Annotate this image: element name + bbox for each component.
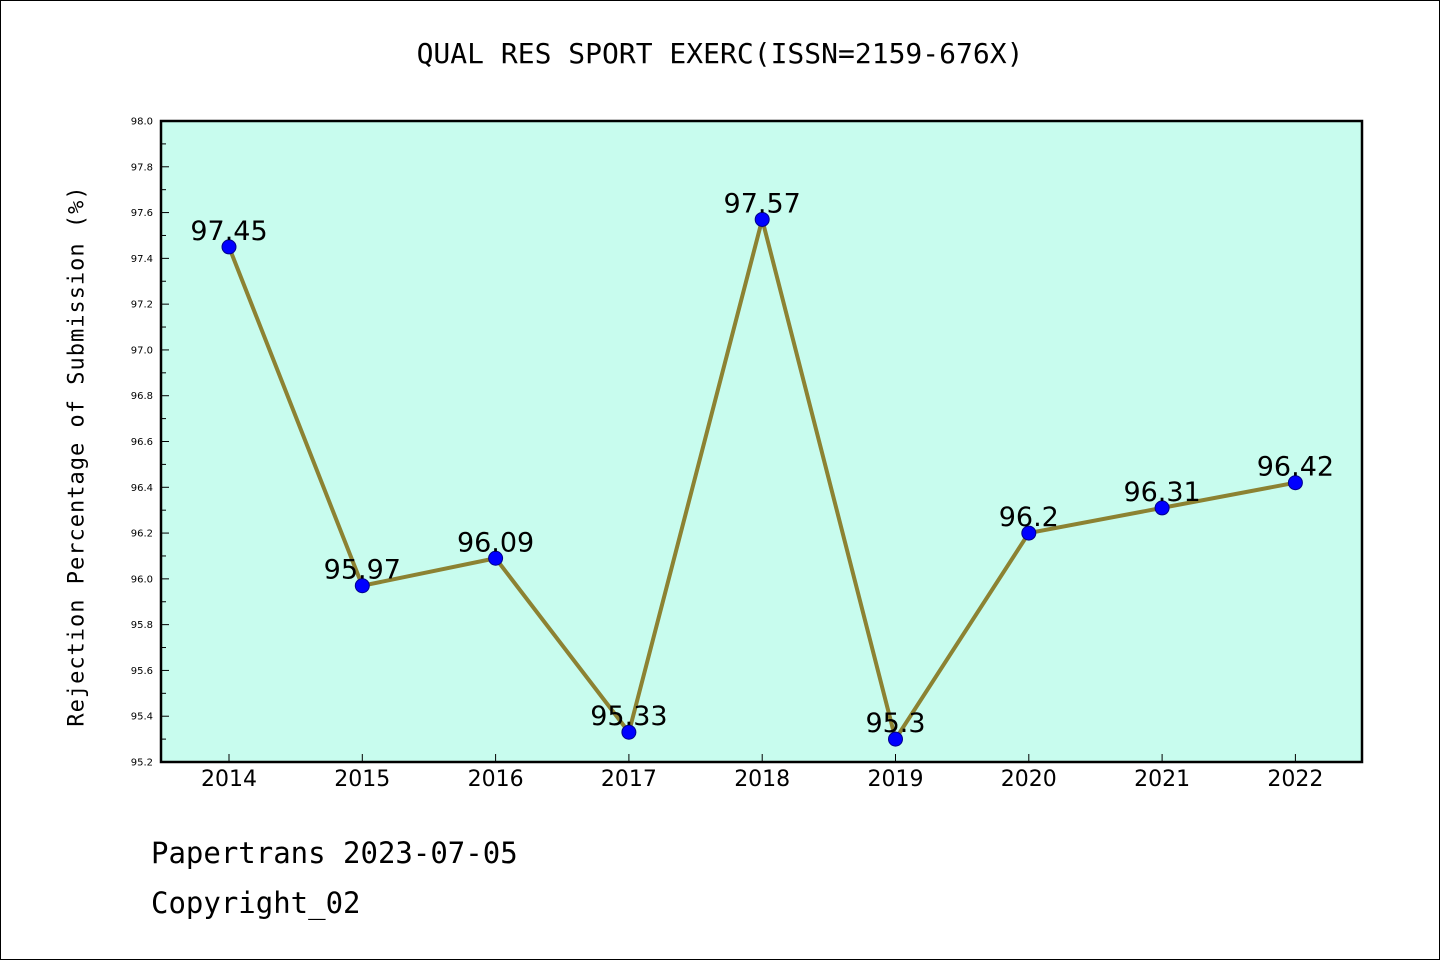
y-tick-label: 97.8 bbox=[131, 162, 153, 173]
data-label: 95.3 bbox=[865, 708, 925, 739]
data-point bbox=[488, 550, 504, 566]
x-tick-label: 2017 bbox=[601, 767, 657, 792]
data-point bbox=[888, 731, 903, 747]
y-tick-label: 97.4 bbox=[131, 254, 153, 265]
y-tick-label: 96.2 bbox=[131, 529, 153, 540]
x-tick-label: 2022 bbox=[1267, 767, 1323, 792]
y-tick-label: 96.4 bbox=[131, 483, 153, 494]
y-tick-label: 95.4 bbox=[131, 712, 153, 723]
data-point bbox=[1287, 475, 1303, 491]
x-tick-label: 2021 bbox=[1134, 767, 1190, 792]
footer-copyright: Copyright_02 bbox=[151, 886, 361, 920]
y-tick-label: 95.2 bbox=[131, 758, 153, 769]
y-tick-label: 95.8 bbox=[131, 620, 153, 631]
x-tick-label: 2016 bbox=[468, 767, 524, 792]
data-label: 97.45 bbox=[190, 216, 267, 247]
y-tick-label: 98.0 bbox=[131, 117, 153, 128]
data-label: 96.31 bbox=[1123, 477, 1200, 508]
y-tick-label: 97.0 bbox=[131, 345, 153, 356]
data-point bbox=[221, 239, 237, 255]
y-tick-label: 97.2 bbox=[131, 300, 153, 311]
data-point bbox=[1154, 500, 1170, 516]
x-tick-label: 2018 bbox=[734, 767, 790, 792]
x-tick-label: 2015 bbox=[334, 767, 390, 792]
plot-border bbox=[159, 119, 1364, 764]
footer-date: Papertrans 2023-07-05 bbox=[151, 836, 518, 870]
data-point bbox=[1021, 525, 1037, 541]
data-point bbox=[621, 724, 637, 740]
x-tick-label: 2020 bbox=[1001, 767, 1057, 792]
data-label: 96.42 bbox=[1257, 452, 1334, 483]
chart-title: QUAL RES SPORT EXERC(ISSN=2159-676X) bbox=[416, 37, 1024, 70]
data-label: 95.97 bbox=[324, 555, 401, 586]
y-tick-label: 96.0 bbox=[131, 574, 153, 585]
data-point bbox=[754, 211, 770, 227]
y-tick-label: 97.6 bbox=[131, 208, 153, 219]
x-tick-label: 2014 bbox=[201, 767, 257, 792]
y-tick-label: 96.8 bbox=[131, 391, 153, 402]
data-label: 96.2 bbox=[999, 502, 1059, 533]
y-tick-label: 96.6 bbox=[131, 437, 153, 448]
data-point bbox=[354, 578, 370, 594]
data-label: 97.57 bbox=[724, 188, 801, 219]
data-label: 96.09 bbox=[457, 527, 534, 558]
y-tick-label: 95.6 bbox=[131, 666, 153, 677]
data-label: 95.33 bbox=[590, 701, 667, 732]
x-tick-label: 2019 bbox=[868, 767, 924, 792]
